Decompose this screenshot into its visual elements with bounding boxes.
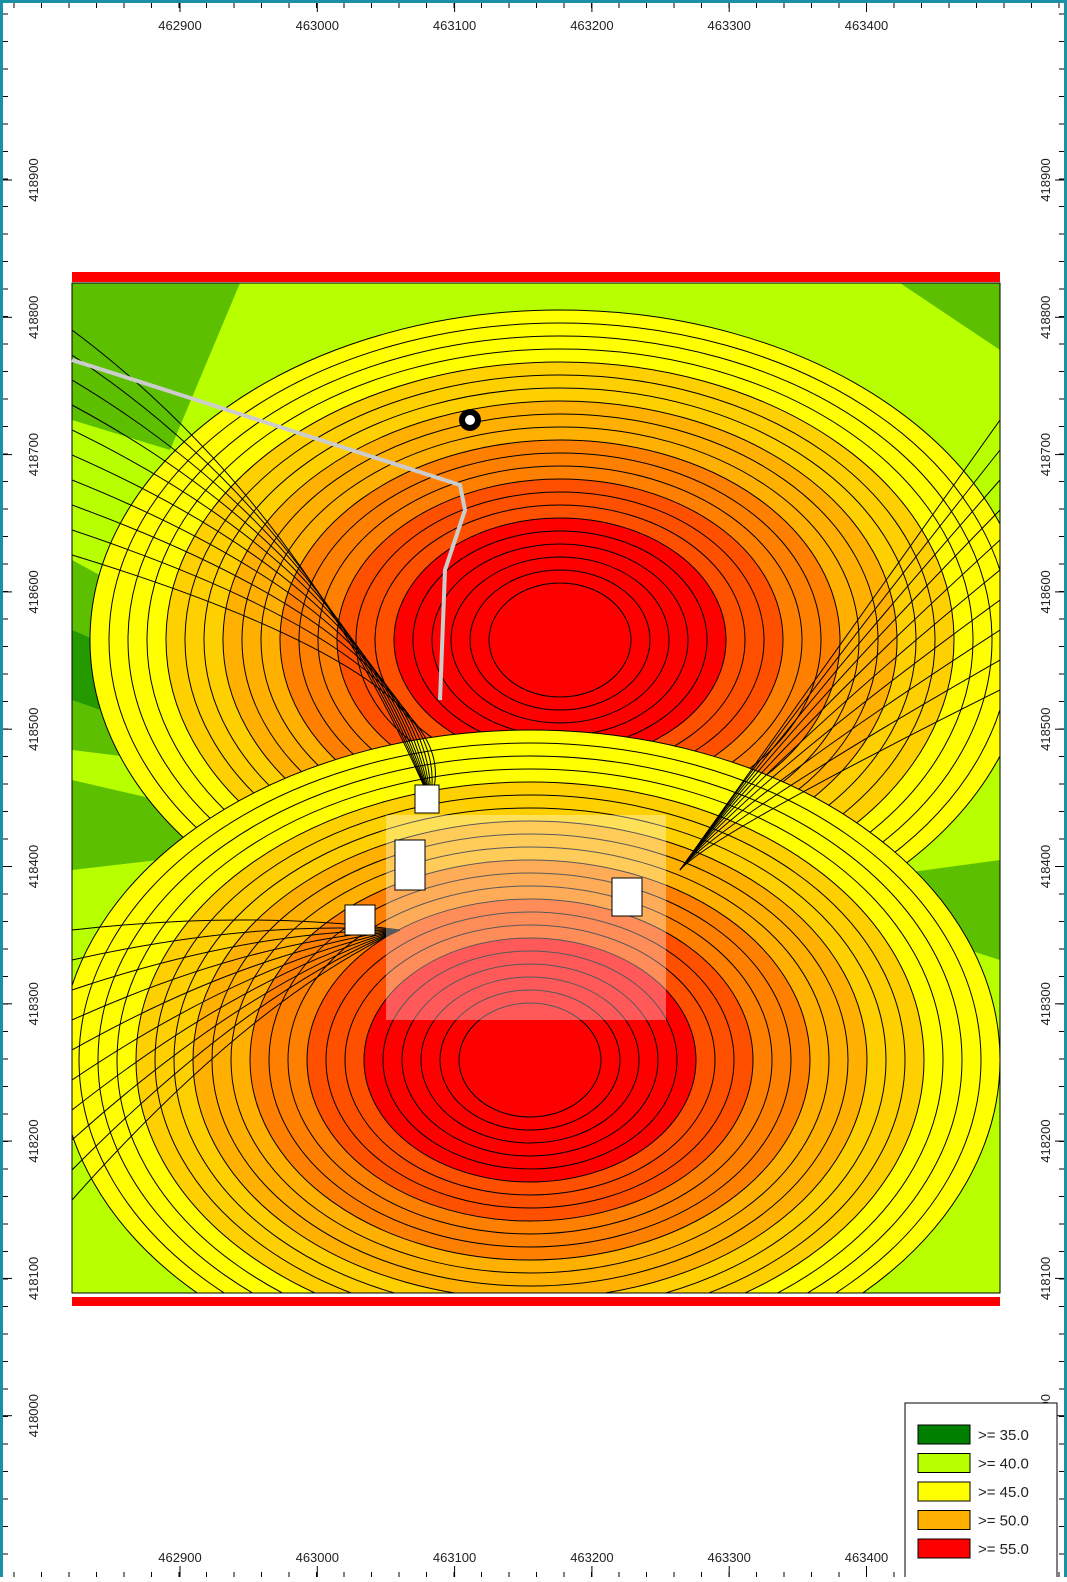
x-tick-label: 463400 [845, 1550, 888, 1565]
building [345, 905, 375, 935]
map-view: 462900 462900 463000 463000 463100 463100 4632… [0, 0, 1067, 1577]
y-tick-label: 418700 [26, 433, 41, 476]
building [415, 785, 439, 813]
y-tick-label: 418900 [1038, 158, 1053, 201]
legend-label: >= 40.0 [978, 1456, 1029, 1473]
x-tick-label: 462900 [158, 1550, 201, 1565]
y-tick-label: 418400 [1038, 845, 1053, 888]
building [395, 840, 425, 890]
x-tick-label: 463400 [845, 18, 888, 33]
x-tick-label: 463100 [433, 18, 476, 33]
y-tick-label: 418500 [26, 708, 41, 751]
y-tick-label: 418100 [26, 1257, 41, 1300]
y-tick-label: 418200 [26, 1119, 41, 1162]
legend-swatch [918, 1511, 970, 1530]
legend-swatch [918, 1482, 970, 1501]
x-tick-label: 463000 [296, 18, 339, 33]
boundary-bar [72, 1297, 1000, 1306]
site-overlay [386, 815, 666, 1020]
legend-label: >= 35.0 [978, 1427, 1029, 1444]
contour-band [459, 1003, 601, 1117]
x-tick-label: 463300 [708, 18, 751, 33]
y-tick-label: 418500 [1038, 708, 1053, 751]
y-tick-label: 418200 [1038, 1119, 1053, 1162]
legend-label: >= 55.0 [978, 1541, 1029, 1558]
x-tick-label: 463200 [570, 18, 613, 33]
y-tick-label: 418300 [1038, 982, 1053, 1025]
legend-swatch [918, 1539, 970, 1558]
receiver-icon [465, 415, 475, 425]
y-tick-label: 418600 [1038, 570, 1053, 613]
legend-swatch [918, 1454, 970, 1473]
boundary-bar [72, 272, 1000, 282]
x-tick-label: 463100 [433, 1550, 476, 1565]
y-tick-label: 418800 [26, 296, 41, 339]
y-tick-label: 418900 [26, 158, 41, 201]
y-tick-label: 418600 [26, 570, 41, 613]
x-tick-label: 463300 [708, 1550, 751, 1565]
x-tick-label: 463200 [570, 1550, 613, 1565]
legend-label: >= 45.0 [978, 1484, 1029, 1501]
y-tick-label: 418800 [1038, 296, 1053, 339]
y-tick-label: 418700 [1038, 433, 1053, 476]
legend-swatch [918, 1425, 970, 1444]
x-tick-label: 462900 [158, 18, 201, 33]
y-tick-label: 418000 [26, 1394, 41, 1437]
contour-band [489, 583, 631, 697]
legend-label: >= 50.0 [978, 1513, 1029, 1530]
y-tick-label: 418400 [26, 845, 41, 888]
y-tick-label: 418100 [1038, 1257, 1053, 1300]
x-tick-label: 463000 [296, 1550, 339, 1565]
building [612, 878, 642, 916]
y-tick-label: 418300 [26, 982, 41, 1025]
